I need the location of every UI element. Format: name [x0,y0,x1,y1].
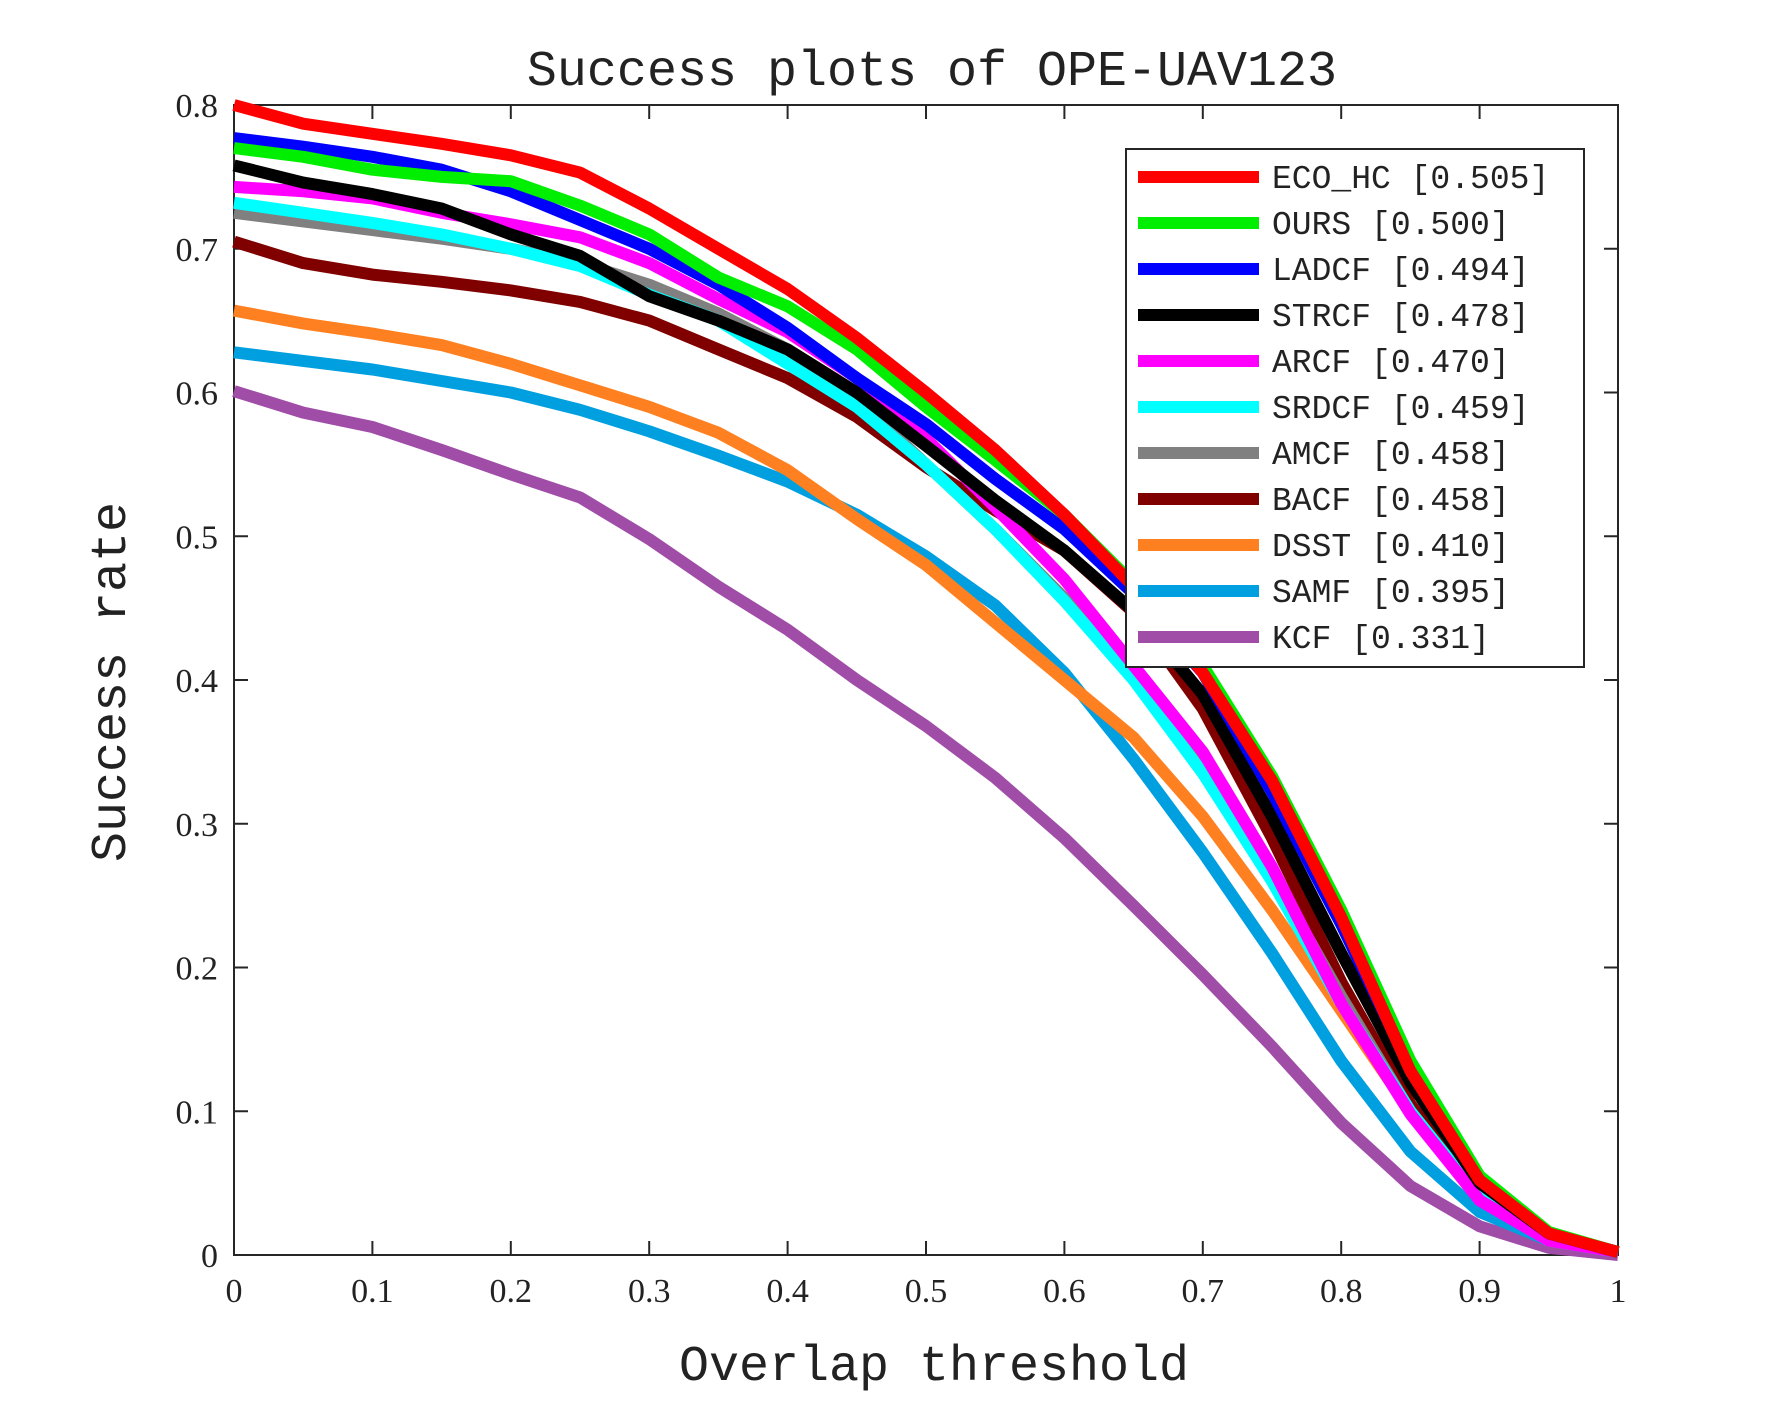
chart-title: Success plots of OPE-UAV123 [527,44,1337,101]
x-tick-label: 0.1 [351,1273,394,1310]
legend-label-kcf: KCF [0.331] [1272,621,1490,658]
series-lines [232,99,1620,1261]
y-axis-ticks: 0 0.1 0.2 0.3 0.4 0.5 0.6 0.7 0.8 [176,88,1618,1275]
legend: ECO_HC [0.505] OURS [0.500] LADCF [0.494] S… [1125,148,1585,668]
x-tick-label: 0.5 [905,1273,948,1310]
series-line-eco-hc [232,99,1620,1258]
x-axis-label: Overlap threshold [679,1339,1189,1396]
x-tick-label: 0.8 [1320,1273,1363,1310]
legend-label-bacf: BACF [0.458] [1272,483,1510,520]
x-tick-label: 0.2 [490,1273,533,1310]
series-line-kcf [232,385,1619,1261]
y-axis-label: Success rate [84,502,141,862]
legend-label-strcf: STRCF [0.478] [1272,299,1529,336]
x-tick-label: 1 [1610,1273,1627,1310]
series-line-strcf [232,159,1620,1258]
y-tick-label: 0 [201,1238,218,1275]
legend-label-ours: OURS [0.500] [1272,207,1510,244]
x-tick-label: 0.7 [1182,1273,1225,1310]
y-tick-label: 0.4 [176,663,219,700]
x-tick-label: 0.9 [1458,1273,1501,1310]
x-tick-label: 0.4 [766,1273,809,1310]
y-tick-label: 0.5 [176,519,219,556]
y-tick-label: 0.7 [176,232,219,269]
legend-label-arcf: ARCF [0.470] [1272,345,1510,382]
legend-label-srdcf: SRDCF [0.459] [1272,391,1529,428]
y-tick-label: 0.6 [176,376,219,413]
y-tick-label: 0.3 [176,807,219,844]
legend-label-dsst: DSST [0.410] [1272,529,1510,566]
y-tick-label: 0.2 [176,951,219,988]
y-tick-label: 0.8 [176,88,219,125]
x-tick-label: 0.6 [1043,1273,1086,1310]
legend-label-eco-hc: ECO_HC [0.505] [1272,161,1549,198]
legend-label-ladcf: LADCF [0.494] [1272,253,1529,290]
x-tick-label: 0.3 [628,1273,671,1310]
y-tick-label: 0.1 [176,1094,219,1131]
legend-label-amcf: AMCF [0.458] [1272,437,1510,474]
series-line-samf [233,346,1619,1259]
x-axis-ticks: 0 0.1 0.2 0.3 0.4 0.5 0.6 0.7 0.8 0.9 1 [226,105,1627,1310]
x-tick-label: 0 [226,1273,243,1310]
legend-label-samf: SAMF [0.395] [1272,575,1510,612]
